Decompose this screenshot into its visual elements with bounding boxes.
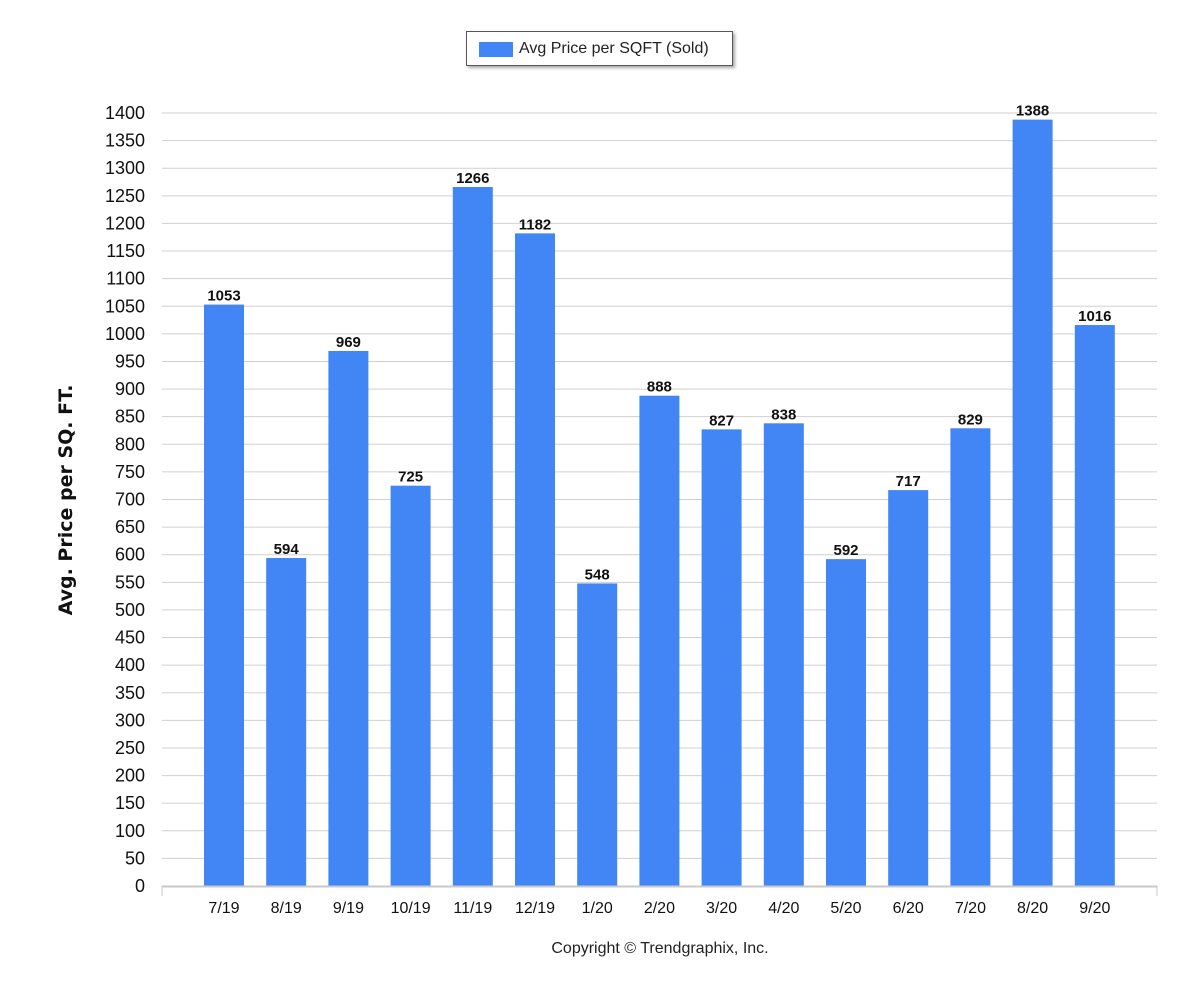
y-tick-label: 150: [115, 793, 145, 813]
y-tick-label: 1400: [105, 103, 145, 123]
y-tick-label: 1100: [106, 269, 145, 289]
x-tick-label: 10/19: [391, 900, 431, 917]
data-label: 969: [336, 334, 361, 351]
axes: 0 50 100 150 200 250 300 350 400 450 500 550 600 650 7…: [105, 103, 1158, 917]
y-tick-label: 700: [115, 490, 145, 510]
bar: [452, 186, 493, 887]
legend-label: Avg Price per SQFT (Sold): [519, 40, 709, 57]
copyright-text: Copyright © Trendgraphix, Inc.: [551, 940, 769, 957]
x-tick-label: 9/19: [333, 900, 364, 917]
x-tick-label: 1/20: [582, 900, 613, 917]
data-label: 827: [709, 412, 734, 429]
y-tick-label: 1250: [105, 186, 145, 206]
y-tick-label: 600: [115, 545, 145, 565]
x-tick-label: 12/19: [515, 900, 555, 917]
bar: [328, 350, 369, 886]
bar: [266, 558, 307, 886]
y-tick-label: 1350: [105, 131, 145, 151]
bar: [763, 423, 804, 886]
y-tick-label: 750: [115, 462, 145, 482]
data-labels: 1053 594 969 725 1266 1182 548 888 827 838 592 717 8…: [207, 103, 1111, 584]
x-tick-label: 4/20: [768, 900, 799, 917]
data-label: 594: [274, 541, 300, 558]
y-tick-label: 1150: [106, 241, 145, 261]
y-tick-label: 900: [115, 379, 145, 399]
bar: [701, 429, 742, 886]
x-tick-label: 6/20: [893, 900, 924, 917]
y-tick-label: 1200: [105, 213, 145, 233]
y-tick-label: 300: [115, 710, 145, 730]
data-label: 592: [833, 542, 858, 559]
bar: [577, 583, 618, 886]
y-tick-label: 350: [115, 683, 145, 703]
data-label: 1182: [519, 216, 552, 233]
legend-swatch: [479, 42, 513, 57]
y-tick-label: 1300: [105, 158, 145, 178]
x-tick-label: 7/19: [208, 900, 239, 917]
x-tick-label: 8/19: [271, 900, 302, 917]
y-tick-label: 250: [115, 738, 145, 758]
bar: [515, 233, 555, 887]
x-tick-label: 9/20: [1079, 900, 1110, 917]
x-tick-label: 11/19: [453, 900, 492, 917]
data-label: 1388: [1016, 103, 1049, 120]
bars: [204, 119, 1115, 887]
y-tick-label: 200: [115, 766, 145, 786]
data-label: 829: [958, 411, 983, 428]
y-tick-label: 0: [135, 876, 145, 896]
bar: [950, 428, 991, 886]
bar: [204, 304, 244, 886]
data-label: 1266: [456, 170, 489, 187]
bar: [639, 395, 680, 886]
data-label: 1053: [207, 288, 240, 305]
y-tick-label: 850: [115, 407, 145, 427]
y-tick-label: 50: [125, 848, 145, 868]
data-label: 1016: [1078, 308, 1111, 325]
y-tick-label: 100: [115, 821, 145, 841]
y-tick-label: 400: [115, 655, 145, 675]
bar: [1074, 325, 1115, 887]
y-tick-label: 1000: [105, 324, 145, 344]
data-label: 888: [647, 379, 672, 396]
y-tick-label: 650: [115, 517, 145, 537]
bar: [390, 485, 431, 886]
bar: [826, 559, 866, 886]
bar: [888, 490, 929, 886]
y-tick-label: 550: [115, 572, 145, 592]
y-tick-label: 500: [115, 600, 145, 620]
data-label: 548: [585, 566, 610, 583]
x-tick-label: 2/20: [644, 900, 675, 917]
x-tick-label: 5/20: [830, 900, 861, 917]
y-tick-label: 1050: [105, 296, 145, 316]
y-tick-label: 950: [115, 351, 145, 371]
x-tick-label: 7/20: [955, 900, 986, 917]
bar: [1012, 119, 1053, 886]
legend: Avg Price per SQFT (Sold): [466, 31, 733, 66]
y-tick-label: 800: [115, 434, 145, 454]
data-label: 717: [896, 473, 921, 490]
x-tick-label: 3/20: [706, 900, 737, 917]
y-tick-label: 450: [115, 628, 145, 648]
data-label: 725: [398, 469, 423, 486]
data-label: 838: [771, 406, 796, 423]
y-axis-label: Avg. Price per SQ. FT.: [55, 384, 77, 616]
x-tick-label: 8/20: [1017, 900, 1048, 917]
